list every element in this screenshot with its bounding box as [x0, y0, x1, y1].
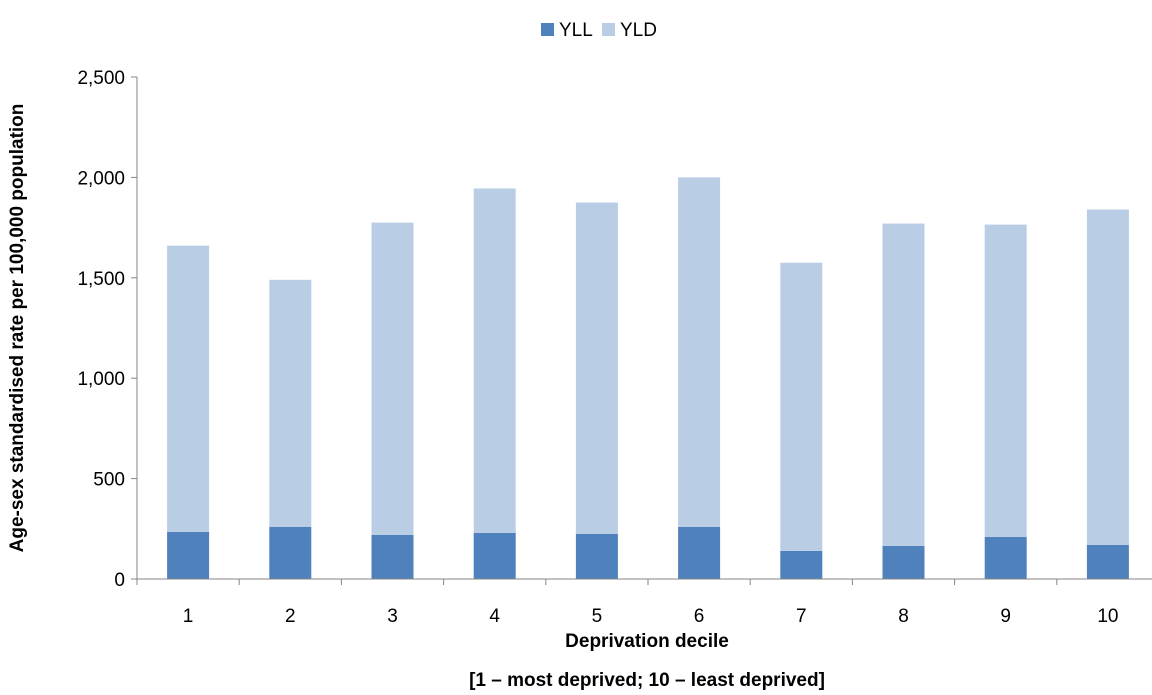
bar-yll-decile-9: [984, 536, 1027, 579]
bar-yll-decile-2: [269, 526, 312, 579]
bar-yld-decile-3: [371, 222, 414, 535]
y-tick-label: 1,500: [77, 269, 125, 290]
x-tick-label: 1: [183, 606, 194, 627]
bar-yll-decile-3: [371, 534, 414, 579]
bar-yld-decile-10: [1086, 209, 1129, 545]
bar-yll-decile-7: [780, 550, 823, 579]
x-tick-label: 8: [898, 606, 909, 627]
bar-yld-decile-4: [473, 188, 516, 533]
y-axis-title: Age-sex standardised rate per 100,000 po…: [7, 104, 28, 553]
bar-yld-decile-7: [780, 262, 823, 551]
x-tick-label: 4: [489, 606, 500, 627]
legend-label-yld: YLD: [620, 20, 657, 41]
x-tick-label: 2: [285, 606, 296, 627]
y-tick-label: 0: [114, 570, 125, 591]
legend: YLL YLD: [541, 20, 657, 41]
legend-swatch-yld: [602, 23, 615, 36]
x-tick-label: 6: [694, 606, 705, 627]
bars: [167, 177, 1129, 579]
y-tick-label: 2,500: [77, 68, 125, 89]
bar-yld-decile-5: [575, 202, 618, 534]
x-tick-label: 3: [387, 606, 398, 627]
bar-yld-decile-2: [269, 279, 312, 527]
x-axis-subtitle: [1 – most deprived; 10 – least deprived]: [469, 670, 825, 691]
y-axis-ticks: 0 500 1,000 1,500 2,000 2,500: [77, 68, 137, 591]
bar-yll-decile-10: [1086, 544, 1129, 579]
y-tick-label: 1,000: [77, 369, 125, 390]
x-tick-label: 9: [1000, 606, 1011, 627]
x-axis-title: Deprivation decile: [565, 631, 729, 652]
bar-yld-decile-8: [882, 223, 925, 546]
y-tick-label: 2,000: [77, 168, 125, 189]
x-tick-label: 5: [592, 606, 603, 627]
legend-swatch-yll: [541, 23, 554, 36]
bar-yld-decile-9: [984, 224, 1027, 537]
x-axis-ticks: 1 2 3 4 5 6 7 8 9 10: [136, 579, 1118, 627]
bar-yld-decile-6: [678, 177, 721, 527]
bar-yll-decile-1: [167, 531, 210, 579]
bar-yll-decile-5: [575, 533, 618, 579]
x-tick-label: 10: [1097, 606, 1118, 627]
bar-yll-decile-6: [678, 526, 721, 579]
bar-yld-decile-1: [167, 245, 210, 532]
y-tick-label: 500: [93, 470, 125, 491]
legend-label-yll: YLL: [559, 20, 593, 41]
x-tick-label: 7: [796, 606, 807, 627]
bar-yll-decile-4: [473, 532, 516, 579]
bar-yll-decile-8: [882, 545, 925, 579]
